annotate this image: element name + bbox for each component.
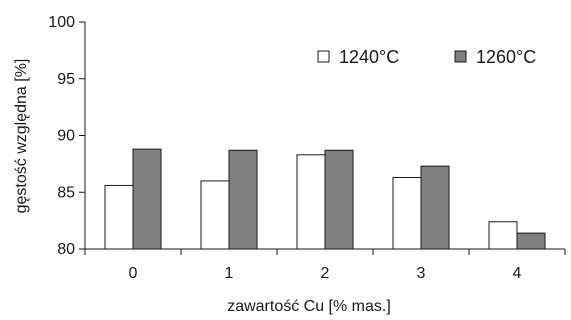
- bar-1260C-cu-0: [132, 148, 162, 250]
- bar-1240C-cu-2: [296, 154, 326, 250]
- bar-1240C-cu-1: [200, 180, 230, 250]
- legend: 1240°C 1260°C: [317, 47, 536, 67]
- tick-labels: 80 85 90 95 100 0 1 2 3 4: [48, 14, 521, 282]
- bars: [104, 148, 546, 250]
- y-tick-label-90: 90: [57, 128, 75, 145]
- legend-label-1240: 1240°C: [339, 47, 399, 67]
- y-tick-label-100: 100: [48, 14, 75, 31]
- axes: [79, 21, 566, 255]
- x-tick-label-0: 0: [129, 265, 138, 282]
- bar-1240C-cu-3: [392, 176, 422, 250]
- x-axis-label: zawartość Cu [% mas.]: [227, 298, 391, 315]
- y-axis-label: gęstość względna [%]: [13, 59, 30, 214]
- bar-1240C-cu-0: [104, 184, 134, 250]
- y-tick-label-80: 80: [57, 241, 75, 258]
- y-tick-label-85: 85: [57, 184, 75, 201]
- x-tick-label-3: 3: [417, 265, 426, 282]
- legend-swatch-1240: [317, 50, 330, 63]
- legend-label-1260: 1260°C: [476, 47, 536, 67]
- bar-1260C-cu-1: [228, 149, 258, 250]
- bar-1260C-cu-3: [420, 165, 450, 250]
- bar-1260C-cu-2: [324, 149, 354, 250]
- x-tick-label-2: 2: [321, 265, 330, 282]
- legend-swatch-1260: [454, 50, 467, 63]
- x-tick-label-1: 1: [225, 265, 234, 282]
- x-tick-label-4: 4: [513, 265, 522, 282]
- bar-1260C-cu-4: [516, 232, 546, 250]
- bar-1240C-cu-4: [488, 221, 518, 250]
- y-tick-label-95: 95: [57, 71, 75, 88]
